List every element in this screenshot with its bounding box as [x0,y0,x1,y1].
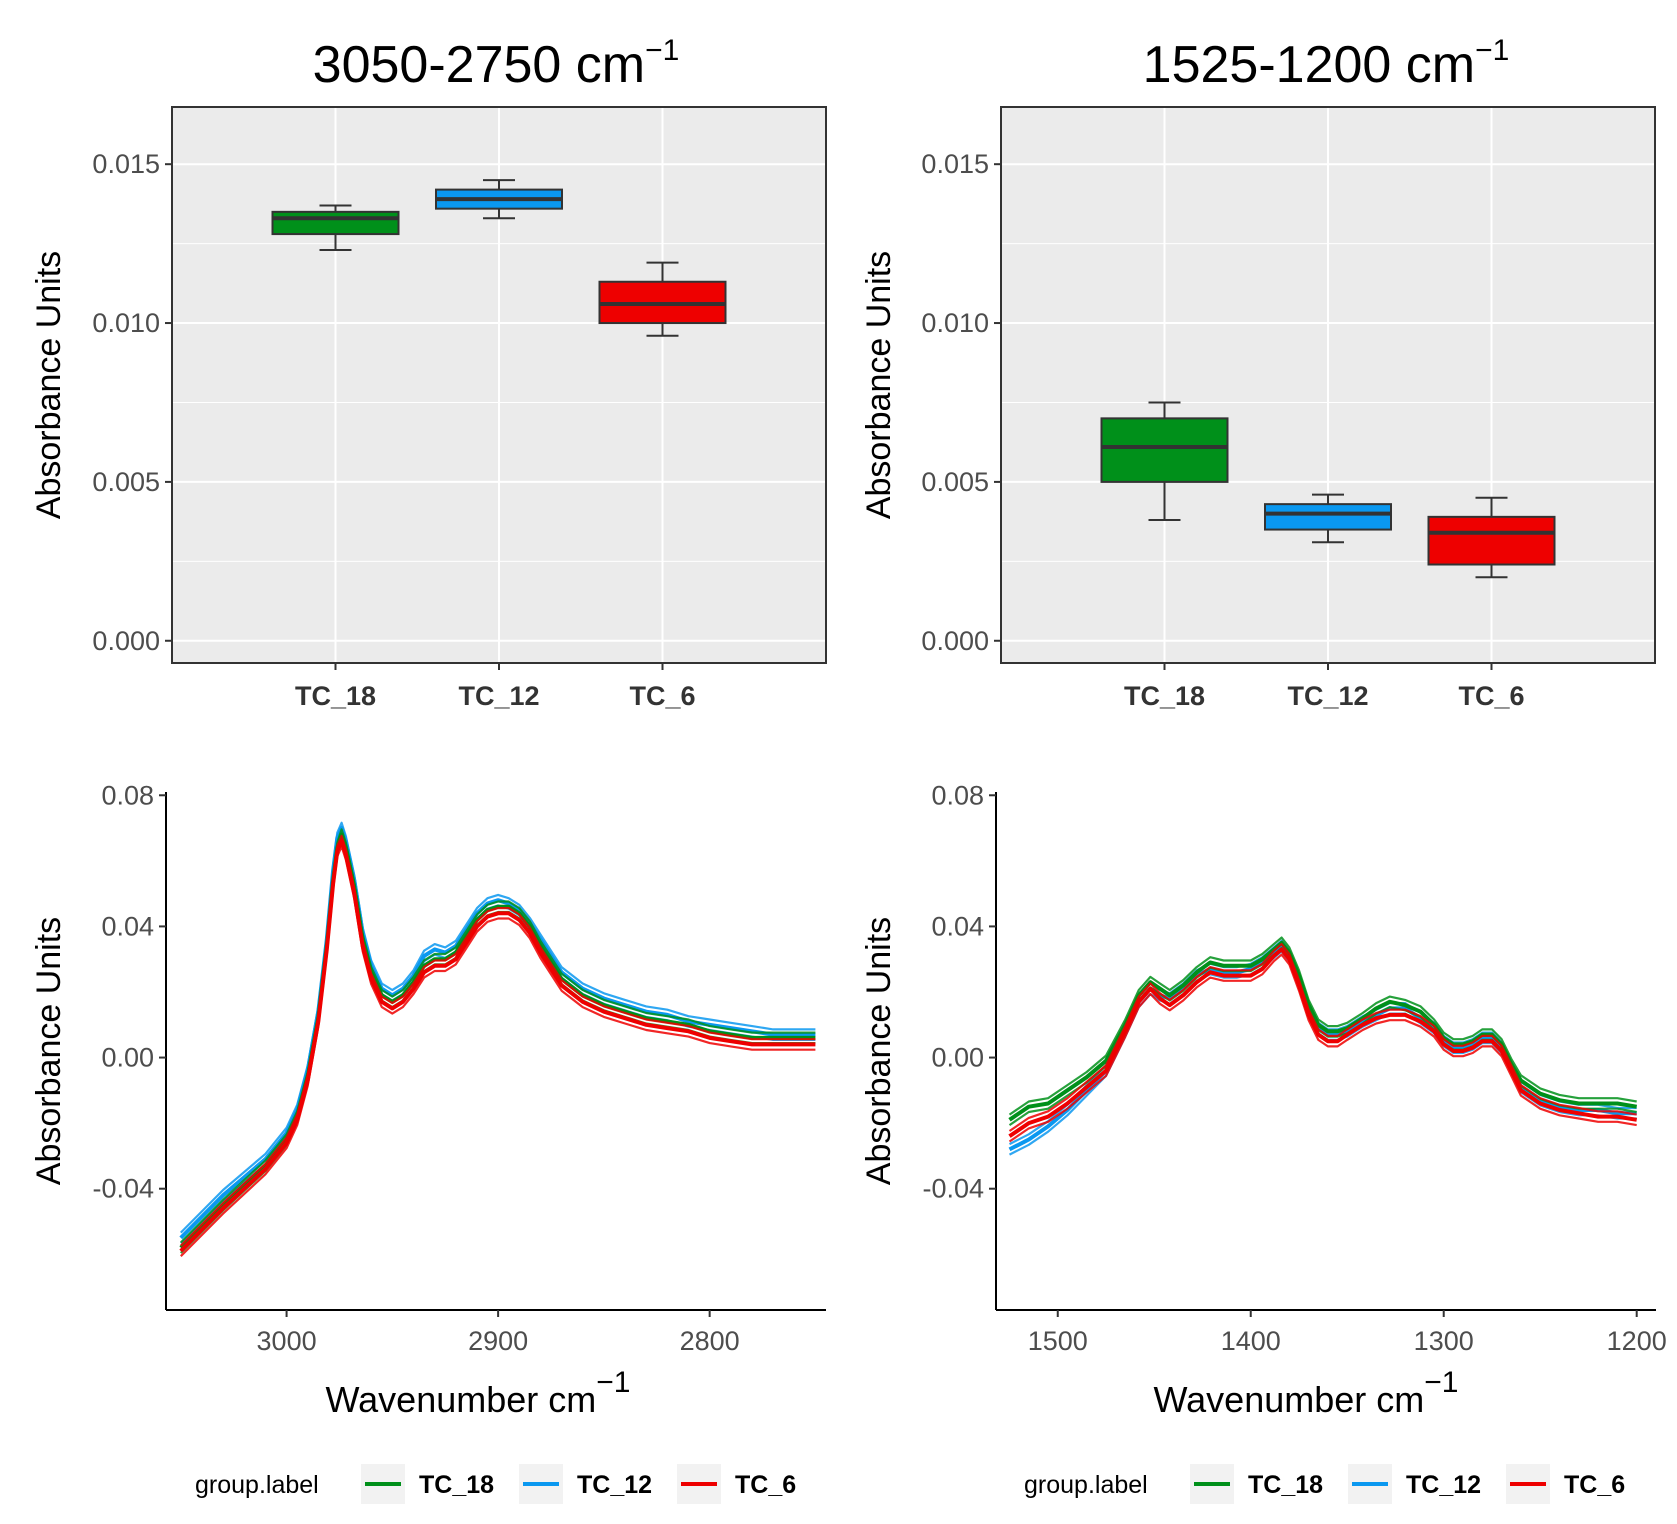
box-body [1264,503,1392,531]
x-tick-label: 3000 [257,1326,317,1356]
y-tick-label: 0.010 [92,308,160,338]
spectra-panel-high-ticks: -0.04 0.00 0.04 0.08 3000 2900 2800 [92,780,739,1356]
box-body [271,210,400,236]
y-tick-label: 0.010 [921,308,989,338]
series-TC_6-line [1008,942,1637,1132]
y-tick-label: 0.000 [921,626,989,656]
legend-label-TC_18: TC_18 [1248,1471,1323,1499]
spectra-panel-low-ylabel: Absorbance Units [860,917,898,1185]
box-TC_12 [435,179,563,220]
series-TC_6-line [1008,953,1637,1143]
y-tick-label: 0.04 [931,911,984,941]
x-tick-label: 2800 [680,1326,740,1356]
category-label: TC_12 [458,681,539,711]
y-tick-label: -0.04 [92,1174,154,1204]
box-panel-high-boxes [271,179,727,337]
series-TC_12-line [1009,950,1637,1156]
box-TC_6 [1427,496,1556,579]
spectra-panel-high: -0.04 0.00 0.04 0.08 3000 2900 2800 Absorbance… [30,780,826,1420]
y-tick-label: 0.04 [101,911,154,941]
series-TC_6-line [1008,947,1638,1138]
category-label: TC_6 [1458,681,1524,711]
spectra-panel-high-ylabel: Absorbance Units [30,917,68,1185]
box-TC_18 [271,204,400,251]
box-panel-low-y-tick-labels: 0.000 0.005 0.010 0.015 [921,149,1001,656]
category-label: TC_18 [1124,681,1205,711]
category-label: TC_6 [629,681,695,711]
x-tick-label: 1500 [1028,1326,1088,1356]
series-TC_12-line [1008,944,1637,1152]
box-panel-high-y-tick-labels: 0.000 0.005 0.010 0.015 [92,149,172,656]
y-tick-label: 0.00 [101,1043,154,1073]
box-panel-high: 3050-2750 cm−1 0.000 0.005 0.010 0.015 TC_1… [30,34,827,711]
box-panel-low: 1525-1200 cm−1 0.000 0.005 0.010 0.015 TC_1… [860,34,1656,711]
x-tick-label: 1200 [1607,1326,1667,1356]
box-TC_12 [1264,493,1392,544]
category-label: TC_12 [1287,681,1368,711]
box-panel-high-ylabel: Absorbance Units [30,251,68,519]
legend-label-TC_12: TC_12 [1406,1471,1481,1499]
box-panel-low-ylabel: Absorbance Units [860,251,898,519]
series-TC_6-line [179,839,816,1253]
legend-left: group.label TC_18 TC_12 TC_6 [195,1464,796,1504]
box-panel-high-category-labels: TC_18 TC_12 TC_6 [295,663,696,711]
series-TC_18-line [180,828,816,1244]
category-label: TC_18 [295,681,376,711]
spectra-panel-high-series [179,821,816,1257]
legend-label-TC_18: TC_18 [419,1471,494,1499]
series-TC_18-line [1008,936,1637,1116]
y-tick-label: 0.015 [92,149,160,179]
x-tick-label: 2900 [468,1326,528,1356]
y-tick-label: -0.04 [922,1174,984,1204]
box-panel-low-boxes [1100,401,1556,579]
x-tick-label: 1400 [1221,1326,1281,1356]
box-panel-low-gridlines [1002,108,1654,662]
box-body [1427,515,1556,566]
legend-label-TC_6: TC_6 [735,1471,796,1499]
box-panel-low-category-labels: TC_18 TC_12 TC_6 [1124,663,1525,711]
y-tick-label: 0.015 [921,149,989,179]
y-tick-label: 0.08 [931,780,984,810]
box-panel-high-title: 3050-2750 cm−1 [313,34,680,94]
spectra-panel-low-xlabel: Wavenumber cm−1 [1154,1366,1459,1420]
box-body [1100,417,1229,483]
y-tick-label: 0.005 [92,467,160,497]
box-TC_18 [1100,401,1229,522]
legend-label-TC_6: TC_6 [1564,1471,1625,1499]
legend-title: group.label [1024,1471,1148,1499]
spectra-panel-low: -0.04 0.00 0.04 0.08 1500 1400 1300 1200 Absorb… [860,780,1667,1420]
series-TC_6-line [180,834,816,1247]
spectra-panel-low-series [1008,936,1638,1156]
box-panel-low-title: 1525-1200 cm−1 [1143,34,1510,94]
spectra-panel-low-ticks: -0.04 0.00 0.04 0.08 1500 1400 1300 1200 [922,780,1666,1356]
y-tick-label: 0.005 [921,467,989,497]
box-TC_6 [598,261,727,337]
x-tick-label: 1300 [1414,1326,1474,1356]
legend-title: group.label [195,1471,319,1499]
legend-right: group.label TC_18 TC_12 TC_6 [1024,1464,1625,1504]
spectra-panel-high-xlabel: Wavenumber cm−1 [326,1366,631,1420]
y-tick-label: 0.08 [101,780,154,810]
y-tick-label: 0.00 [931,1043,984,1073]
y-tick-label: 0.000 [92,626,160,656]
legend-label-TC_12: TC_12 [577,1471,652,1499]
